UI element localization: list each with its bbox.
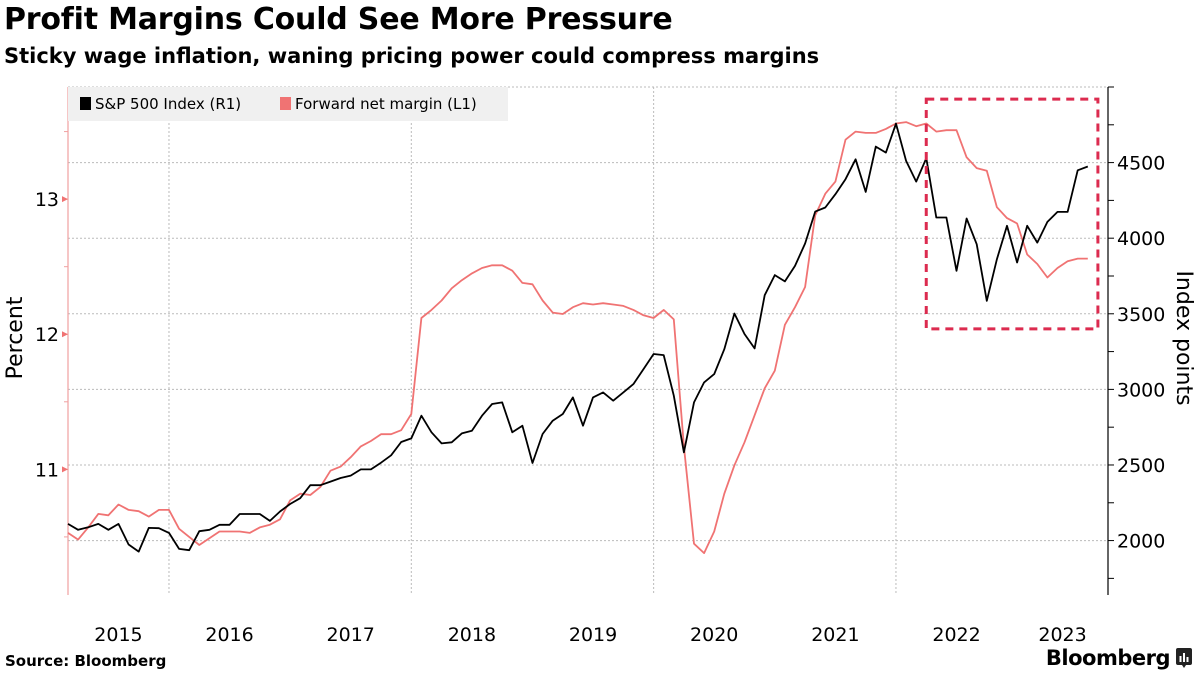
right-axis-tick-label: 2500 <box>1117 455 1165 477</box>
legend-label-sp500: S&P 500 Index (R1) <box>95 95 241 113</box>
right-axis-tick-label: 4000 <box>1117 228 1165 250</box>
series-lines <box>67 121 1089 554</box>
x-axis-tick-label: 2021 <box>811 624 859 646</box>
right-axis-title: Index points <box>1171 270 1196 405</box>
left-axis-tick-marker <box>62 331 68 338</box>
axes: 11 12 13 2000 2500 3000 3500 4000 4500 2015 2016 20… <box>35 86 1165 646</box>
x-axis-tick-label: 2015 <box>94 624 142 646</box>
left-axis-tick-marker <box>62 466 68 473</box>
x-axis-tick-label: 2016 <box>205 624 253 646</box>
source-note: Source: Bloomberg <box>5 652 167 670</box>
legend-label-margin: Forward net margin (L1) <box>295 95 477 113</box>
legend-swatch-margin <box>280 97 291 110</box>
grid <box>68 86 1108 595</box>
bloomberg-logo: Bloomberg <box>1046 646 1192 670</box>
sp500-line <box>67 122 1089 553</box>
forward-margin-line <box>67 121 1088 554</box>
chart-title: Profit Margins Could See More Pressure <box>4 2 673 37</box>
legend-swatch-sp500 <box>80 97 91 110</box>
right-axis-tick-label: 3500 <box>1117 304 1165 326</box>
logo-text: Bloomberg <box>1045 646 1171 670</box>
left-axis-tick-marker <box>62 196 68 203</box>
chart-subtitle: Sticky wage inflation, waning pricing po… <box>4 44 820 68</box>
right-axis-tick-label: 2000 <box>1117 531 1165 553</box>
right-axis-tick-label: 3000 <box>1117 379 1165 401</box>
left-axis-title: Percent <box>3 296 28 379</box>
left-axis-tick-label: 12 <box>35 324 59 346</box>
x-axis-tick-label: 2018 <box>448 624 496 646</box>
right-axis-tick-label: 4500 <box>1117 153 1165 175</box>
highlight-dashed-box <box>924 97 1100 331</box>
x-axis-tick-label: 2022 <box>932 624 980 646</box>
x-axis-tick-label: 2017 <box>327 624 375 646</box>
bloomberg-chart-icon <box>1176 648 1192 668</box>
legend: S&P 500 Index (R1) Forward net margin (L… <box>68 87 508 121</box>
annotations <box>924 97 1100 331</box>
left-axis-tick-label: 11 <box>35 459 59 481</box>
left-axis-tick-label: 13 <box>35 189 59 211</box>
x-axis-tick-label: 2019 <box>569 624 617 646</box>
x-axis-tick-label: 2023 <box>1038 624 1086 646</box>
x-axis-tick-label: 2020 <box>690 624 738 646</box>
